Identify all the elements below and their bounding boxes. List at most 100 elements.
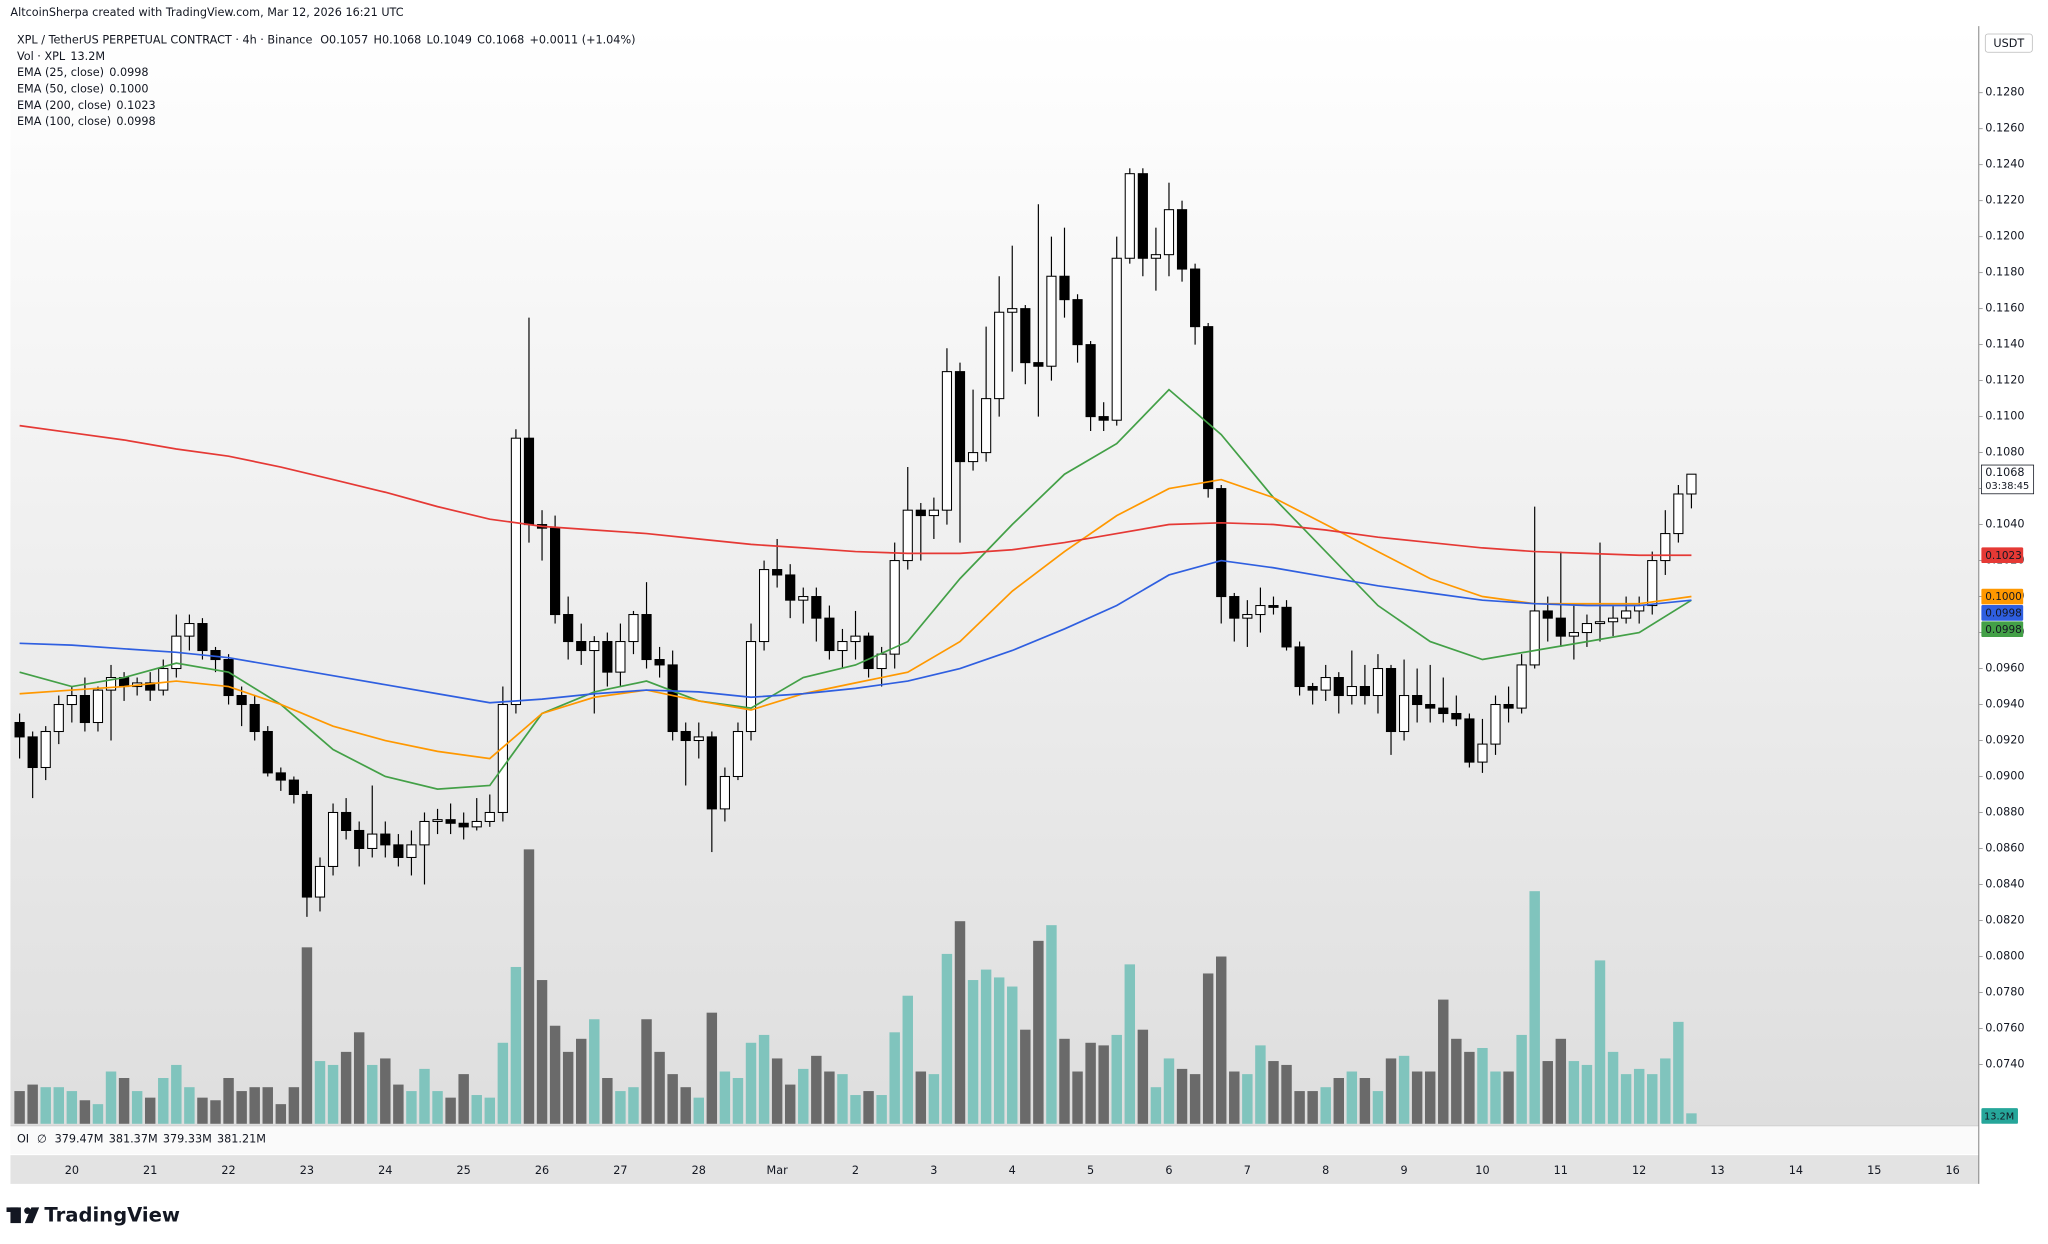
header: AltcoinSherpa created with TradingView.c… [10,6,403,19]
legend-text: 0.1023 [116,99,155,112]
y-tick-label: 0.0960 [1985,662,2024,675]
candle-body [1033,362,1044,367]
volume-bar [197,1097,208,1124]
candle-body [1568,632,1579,637]
volume-bar [811,1055,822,1124]
volume-bar [706,1012,718,1124]
candle-body [824,617,835,652]
volume-bar [1529,891,1540,1124]
volume-bar [1398,1055,1410,1124]
candle-body [1346,685,1357,697]
candle-body [981,398,992,454]
x-tick-label: 12 [1632,1164,1646,1177]
candle-body [954,371,966,463]
volume-bar [393,1084,404,1124]
x-tick-label: Mar [767,1164,789,1177]
volume-bar [719,1071,731,1124]
candle-body [249,703,260,733]
volume-bar [1202,973,1214,1124]
legend-text: EMA (50, close) [17,83,104,96]
volume-bar [667,1074,678,1124]
legend-text: 0.0998 [109,66,148,79]
candle-body [745,641,757,733]
legend-text: 381.37M [109,1132,158,1145]
candle-body [1085,344,1096,418]
candle-body [837,641,848,652]
volume-bar [1633,1068,1645,1124]
candle-body [732,730,744,778]
candle-body [602,641,613,673]
volume-bar [641,1019,652,1124]
y-tick-label: 0.1260 [1985,122,2024,135]
candle-body [1281,606,1292,648]
volume-bar [1242,1074,1253,1124]
volume-bar [1176,1068,1188,1124]
volume-bar [1411,1071,1423,1124]
candle-body [785,574,796,601]
volume-bar [1542,1061,1553,1124]
candle-body [1268,605,1279,608]
ema-line [19,478,1692,760]
legend-text: 379.33M [163,1132,212,1145]
x-tick-label: 14 [1789,1164,1803,1177]
candle-body [1294,646,1305,688]
volume-bar [1268,1061,1279,1124]
volume-bar [380,1058,391,1124]
x-tick-label: 28 [692,1164,706,1177]
volume-bar [144,1097,156,1124]
candle-body [14,721,25,738]
candle-body [1163,209,1175,256]
candle-body [1046,275,1057,367]
candle-body [589,641,600,652]
volume-bar [837,1074,848,1124]
candle-body [1242,614,1253,619]
candle-body [719,775,730,810]
volume-bar [14,1091,25,1124]
candle-body [654,659,665,666]
volume-bar [863,1091,874,1124]
candle-body [550,527,561,616]
candle-body [941,371,953,511]
volume-bar [171,1064,182,1124]
volume-bar [1620,1074,1632,1124]
candle-body [1477,743,1488,763]
y-tick-label: 0.0940 [1985,698,2024,711]
volume-bar [249,1087,260,1124]
candle-body [1320,677,1331,691]
volume-bar [798,1068,809,1124]
candle-body [367,833,378,849]
volume-bar [954,921,966,1124]
candle-body [510,437,522,706]
y-tick-label: 0.1200 [1985,230,2024,243]
candle-body [1059,275,1070,301]
volume-bar [1294,1091,1305,1124]
volume-bar [902,995,913,1124]
volume-bar [458,1074,469,1124]
volume-bar [1438,999,1449,1124]
currency-box[interactable] [1984,33,2033,53]
volume-bar [1372,1091,1384,1124]
y-tick-label: 0.1120 [1985,374,2024,387]
candle-body [158,668,169,691]
y-tick-label: 0.0760 [1985,1021,2024,1034]
y-tick-label: 0.1080 [1985,446,2024,459]
x-tick-label: 11 [1554,1164,1568,1177]
x-tick-label: 23 [300,1164,314,1177]
candle-body [706,736,717,810]
volume-bar [288,1087,300,1124]
footer-logo [6,1207,40,1224]
volume-bar [615,1091,626,1124]
candle-body [1686,473,1697,495]
candle-body [432,819,443,823]
candle-body [811,596,822,619]
candle-body [1150,254,1162,259]
volume-bar [680,1087,691,1124]
candle-body [967,452,979,463]
candle-body [1516,664,1527,709]
volume-bar [850,1095,861,1124]
volume-bar [1594,960,1606,1124]
candle-body [902,509,913,562]
ema-tag [1981,547,2024,564]
y-tick-label: 0.1220 [1985,194,2024,207]
